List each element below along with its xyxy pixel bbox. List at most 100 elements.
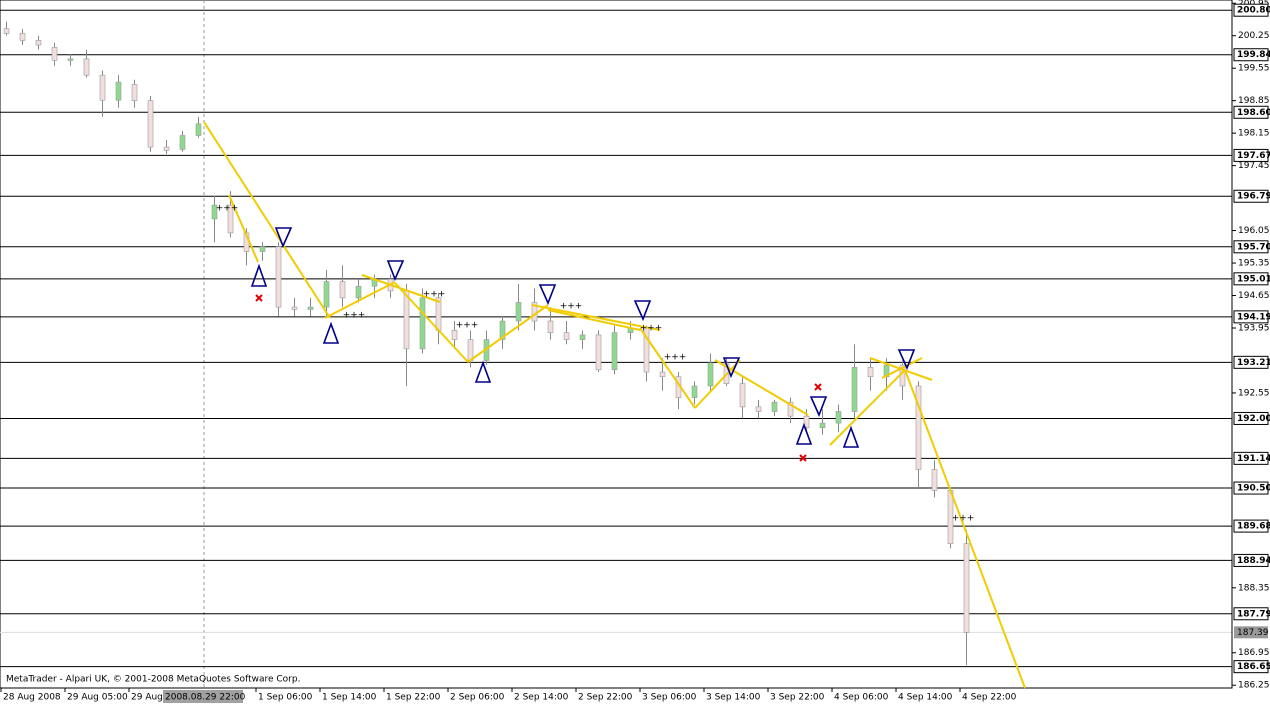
- level-label: 192.00: [1237, 414, 1270, 424]
- candle-body: [147, 100, 154, 148]
- up-arrow: [250, 263, 268, 287]
- x-tick-label: 1 Sep 22:00: [386, 693, 441, 703]
- trend-line: [324, 281, 396, 319]
- candle-body: [403, 290, 410, 350]
- trend-line: [284, 247, 331, 319]
- trend-line: [547, 309, 641, 331]
- exit-marks: [255, 294, 822, 462]
- candle-body: [131, 84, 138, 101]
- candle-body: [819, 422, 826, 429]
- trend-line: [394, 282, 469, 363]
- level-label: 187.79: [1237, 609, 1270, 619]
- candles: [3, 21, 970, 666]
- candle-body: [851, 367, 858, 412]
- level-label: 188.94: [1237, 556, 1270, 566]
- up-arrow: [842, 425, 860, 448]
- candle-body: [419, 297, 426, 350]
- candle-body: [579, 334, 586, 340]
- candle-body: [803, 415, 810, 429]
- candle-body: [867, 367, 874, 378]
- y-tick-label: 194.65: [1238, 291, 1270, 301]
- candle-body: [51, 47, 58, 61]
- level-label: 186.65: [1237, 662, 1270, 672]
- x-tick-label: 1 Sep 14:00: [322, 693, 377, 703]
- signal-arrows: [250, 227, 916, 448]
- level-label: 189.68: [1237, 522, 1270, 532]
- level-label: 191.14: [1237, 454, 1270, 464]
- trend-line: [694, 359, 741, 409]
- trend-line: [639, 327, 696, 409]
- up-arrow: [474, 360, 492, 383]
- level-box: [1233, 189, 1269, 203]
- candle-body: [611, 332, 618, 371]
- candle-body: [659, 371, 666, 378]
- candle-body: [771, 401, 778, 412]
- candle-body: [3, 28, 10, 34]
- level-box: [1233, 553, 1269, 567]
- y-tick-label: 186.25: [1238, 681, 1270, 691]
- candle-body: [835, 411, 842, 424]
- level-label: 197.67: [1237, 151, 1270, 161]
- level-box: [1233, 240, 1269, 254]
- signal-text: +++: [216, 204, 239, 214]
- x-tick-label: 2008.08.29 22:00: [165, 693, 246, 703]
- down-arrow: [722, 357, 741, 379]
- trend-line: [467, 304, 549, 363]
- signal-text: +++: [456, 321, 479, 331]
- signal-text: +++: [664, 353, 687, 363]
- level-box: [1233, 481, 1269, 495]
- x-tick-label: 1 Sep 06:00: [258, 693, 313, 703]
- current-price-label: 187.39: [1237, 628, 1269, 638]
- x-tick-label: 29 Aug: [131, 693, 163, 703]
- level-box: [1233, 519, 1269, 533]
- x-tick-label: 2 Sep 14:00: [514, 693, 569, 703]
- x-tick-label: 3 Sep 22:00: [770, 693, 825, 703]
- candle-body: [355, 285, 362, 299]
- y-tick-label: 186.95: [1238, 648, 1270, 658]
- candle-body: [755, 406, 762, 412]
- current-price-box: [1234, 626, 1268, 639]
- candle-body: [307, 306, 314, 310]
- signal-text: +++: [343, 311, 366, 321]
- candle-body: [691, 385, 698, 398]
- x-tick-highlight: [163, 690, 243, 703]
- level-label: 193.21: [1237, 358, 1270, 368]
- x-tick-label: 28 Aug 2008: [3, 693, 61, 703]
- trend-line: [881, 357, 923, 379]
- level-label: 190.50: [1237, 484, 1270, 494]
- candle-body: [499, 320, 506, 340]
- candle-body: [515, 302, 522, 322]
- candle-body: [915, 385, 922, 470]
- y-tick-label: 199.55: [1238, 64, 1270, 74]
- candle-body: [195, 123, 202, 136]
- candle-body: [563, 332, 570, 340]
- x-tick-label: 3 Sep 14:00: [706, 693, 761, 703]
- candle-body: [547, 320, 554, 333]
- candle-body: [291, 306, 298, 310]
- x-tick-label: 2 Sep 06:00: [450, 693, 505, 703]
- candle-body: [99, 74, 106, 101]
- level-box: [1233, 660, 1269, 674]
- level-label: 196.79: [1237, 192, 1270, 202]
- level-box: [1233, 48, 1269, 62]
- trend-line: [228, 194, 259, 263]
- trend-line: [829, 369, 906, 446]
- down-arrow: [274, 227, 293, 249]
- candle-body: [467, 339, 474, 361]
- level-box: [1233, 411, 1269, 425]
- candle-body: [19, 33, 26, 41]
- trend-lines: [203, 121, 1026, 689]
- level-box: [1233, 148, 1269, 162]
- x-tick-label: 2 Sep 22:00: [578, 693, 633, 703]
- signal-text: +++: [560, 302, 583, 312]
- level-label: 195.01: [1237, 274, 1270, 284]
- candle-body: [739, 383, 746, 408]
- candle-body: [707, 362, 714, 387]
- candle-body: [67, 58, 74, 61]
- candle-body: [339, 281, 346, 299]
- candle-body: [787, 401, 794, 417]
- candle-body: [115, 81, 122, 101]
- y-tick-label: 193.95: [1238, 323, 1270, 333]
- level-label: 198.60: [1237, 108, 1270, 118]
